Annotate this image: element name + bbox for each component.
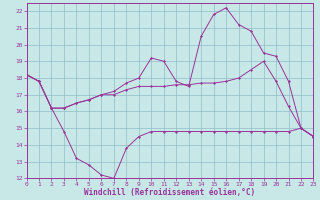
X-axis label: Windchill (Refroidissement éolien,°C): Windchill (Refroidissement éolien,°C) bbox=[84, 188, 256, 197]
